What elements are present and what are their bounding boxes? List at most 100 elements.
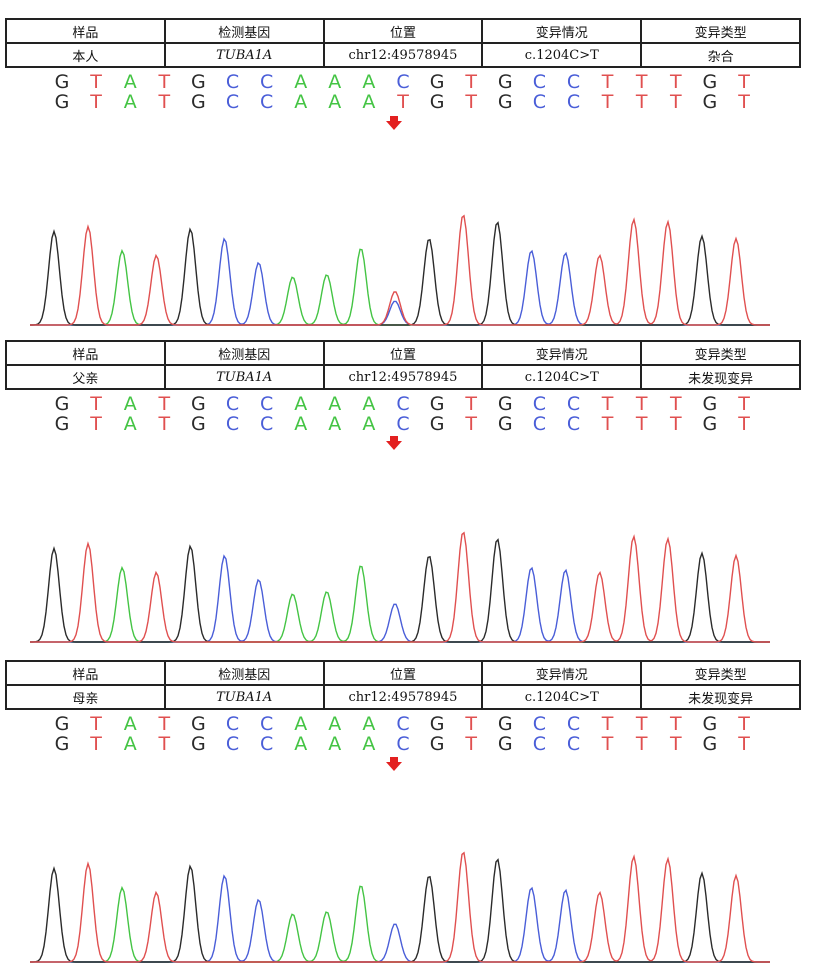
position-value: chr12:49578945 — [322, 364, 484, 390]
chromatogram — [30, 531, 770, 643]
base-letter: T — [669, 91, 682, 113]
base-letter: T — [601, 733, 614, 755]
base-letter: T — [464, 71, 477, 93]
base-letter: T — [157, 91, 170, 113]
base-letter: C — [260, 71, 273, 93]
base-letter: A — [294, 713, 307, 735]
base-letter: T — [737, 71, 750, 93]
base-letter: C — [226, 71, 239, 93]
header-type: 变异类型 — [640, 660, 801, 686]
info-table: 样品 检测基因 位置 变异情况 变异类型 父亲 TUBA1A chr12:495… — [5, 340, 801, 390]
base-letter: A — [362, 91, 375, 113]
base-letter: C — [533, 393, 546, 415]
base-letter: G — [703, 393, 718, 415]
base-letter: C — [226, 733, 239, 755]
base-letter: T — [669, 393, 682, 415]
base-letter: G — [191, 71, 206, 93]
base-letter: C — [260, 413, 273, 435]
base-letter: G — [430, 413, 445, 435]
base-letter: T — [89, 413, 102, 435]
base-letter: G — [498, 91, 513, 113]
base-letter: C — [533, 713, 546, 735]
base-letter: C — [260, 91, 273, 113]
base-letter: G — [498, 393, 513, 415]
base-letter: T — [89, 733, 102, 755]
base-letter: G — [55, 393, 70, 415]
base-letter: A — [124, 71, 137, 93]
base-letter: A — [124, 733, 137, 755]
base-letter: C — [260, 733, 273, 755]
sample-value: 父亲 — [5, 364, 166, 390]
trace-C — [30, 237, 770, 326]
base-letter: T — [669, 713, 682, 735]
base-letter: T — [601, 413, 614, 435]
base-letter: T — [89, 91, 102, 113]
sequence-rows: G T A T G C C A A A C G T G C C T T T G TG T A T G C C A A A T G T G C C T T T… — [55, 71, 751, 113]
trace-G — [30, 538, 770, 643]
base-letter: G — [191, 413, 206, 435]
base-letter: T — [635, 393, 648, 415]
variant-arrow-icon — [386, 757, 402, 771]
base-letter: G — [55, 413, 70, 435]
base-letter: T — [601, 393, 614, 415]
trace-T — [30, 851, 770, 963]
base-letter: G — [498, 733, 513, 755]
base-letter: G — [430, 71, 445, 93]
base-letter: T — [737, 713, 750, 735]
base-letter: T — [635, 413, 648, 435]
position-value: chr12:49578945 — [322, 684, 484, 710]
base-letter: C — [396, 413, 409, 435]
base-letter: C — [396, 393, 409, 415]
base-letter: T — [396, 91, 409, 113]
base-letter: G — [703, 413, 718, 435]
base-letter: C — [533, 733, 546, 755]
base-letter: A — [362, 413, 375, 435]
base-letter: G — [703, 713, 718, 735]
header-sample: 样品 — [5, 660, 166, 686]
type-value: 杂合 — [640, 42, 801, 68]
base-letter: G — [703, 91, 718, 113]
base-letter: C — [396, 733, 409, 755]
base-letter: T — [89, 71, 102, 93]
base-letter: C — [533, 413, 546, 435]
header-variant: 变异情况 — [481, 660, 643, 686]
base-letter: C — [260, 713, 273, 735]
header-gene: 检测基因 — [163, 18, 325, 44]
type-value: 未发现变异 — [640, 364, 801, 390]
base-letter: T — [464, 413, 477, 435]
base-letter: C — [226, 91, 239, 113]
base-letter: T — [157, 393, 170, 415]
header-gene: 检测基因 — [163, 340, 325, 366]
variant-arrow-icon — [386, 436, 402, 450]
header-position: 位置 — [322, 660, 484, 686]
base-letter: T — [601, 91, 614, 113]
base-letter: T — [157, 413, 170, 435]
base-letter: T — [669, 413, 682, 435]
base-letter: G — [55, 733, 70, 755]
base-letter: T — [601, 71, 614, 93]
base-letter: G — [703, 71, 718, 93]
base-letter: A — [124, 713, 137, 735]
base-letter: A — [294, 393, 307, 415]
base-letter: C — [396, 71, 409, 93]
base-letter: T — [464, 91, 477, 113]
base-letter: C — [567, 413, 580, 435]
base-letter: A — [124, 91, 137, 113]
base-letter: A — [328, 413, 341, 435]
base-letter: C — [226, 713, 239, 735]
base-letter: C — [567, 713, 580, 735]
trace-A — [30, 885, 770, 963]
base-letter: A — [328, 713, 341, 735]
base-letter: C — [567, 71, 580, 93]
variant-arrow-icon — [386, 116, 402, 130]
base-letter: G — [498, 413, 513, 435]
header-position: 位置 — [322, 340, 484, 366]
trace-T — [30, 214, 770, 326]
trace-A — [30, 248, 770, 326]
base-letter: G — [55, 91, 70, 113]
base-letter: A — [362, 713, 375, 735]
base-letter: T — [669, 733, 682, 755]
base-letter: T — [89, 393, 102, 415]
base-letter: T — [464, 713, 477, 735]
gene-value: TUBA1A — [163, 364, 325, 390]
